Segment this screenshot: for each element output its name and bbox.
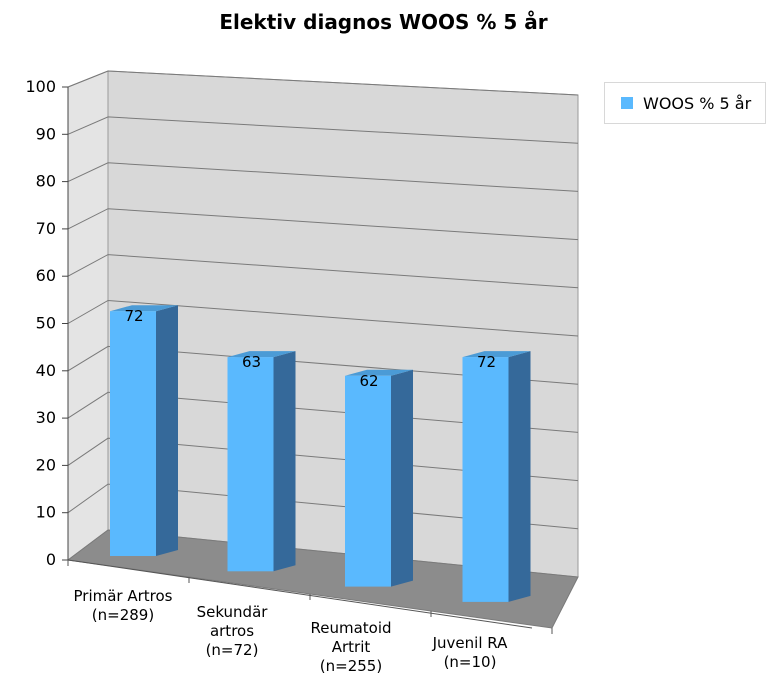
y-tick-label: 20 (36, 455, 56, 474)
x-tick-label: (n=72) (206, 641, 259, 659)
gridline (67, 437, 579, 482)
y-tick-label: 30 (36, 408, 56, 427)
bar-side (156, 305, 178, 556)
y-tick-label: 70 (36, 219, 56, 238)
bar-side (391, 369, 413, 587)
x-tick-label: Primär Artros (74, 587, 173, 605)
legend-label: WOOS % 5 år (643, 93, 752, 113)
bar-top (110, 305, 178, 312)
y-tick-label: 80 (36, 172, 56, 191)
data-label: 62 (359, 372, 378, 390)
floor (66, 529, 579, 629)
gridline (67, 391, 579, 433)
bar-front (462, 357, 509, 602)
gridline (67, 70, 579, 96)
y-tick-label: 100 (25, 77, 56, 96)
legend-swatch (621, 97, 633, 109)
y-tick-label: 60 (36, 266, 56, 285)
bar-side (508, 351, 531, 602)
side-wall (67, 70, 109, 561)
y-tick-label: 40 (36, 361, 56, 380)
gridline (67, 299, 579, 337)
x-tick-label: (n=10) (444, 653, 497, 671)
x-tick-label: (n=255) (320, 657, 382, 675)
bar-front (110, 311, 156, 556)
gridline (67, 345, 579, 385)
bar (227, 351, 296, 572)
bar-top (345, 369, 413, 376)
bar-front (227, 357, 274, 572)
y-tick-label: 90 (36, 124, 56, 143)
y-tick-label: 0 (46, 550, 56, 569)
gridline (67, 208, 579, 241)
bar (345, 369, 413, 587)
bar-top (462, 351, 531, 358)
gridline (67, 116, 579, 144)
y-tick-label: 50 (36, 314, 56, 333)
bar-front (345, 375, 391, 587)
gridline (67, 254, 579, 289)
x-axis (67, 559, 533, 629)
bar-top (227, 351, 296, 358)
chart-title: Elektiv diagnos WOOS % 5 år (219, 10, 548, 34)
x-tick-label: Reumatoid (310, 619, 391, 637)
data-label: 63 (242, 353, 261, 371)
x-tick-label: (n=289) (92, 606, 154, 624)
bar-side (273, 351, 296, 572)
data-label: 72 (477, 353, 496, 371)
gridline (67, 483, 579, 530)
y-tick-label: 10 (36, 503, 56, 522)
x-tick-label: artros (210, 622, 254, 640)
gridline (67, 162, 579, 192)
chart-legend: WOOS % 5 år (604, 82, 766, 124)
data-label: 72 (124, 307, 143, 325)
bar (110, 305, 178, 556)
bar (462, 351, 531, 602)
x-tick-label: Juvenil RA (432, 634, 508, 652)
x-tick-label: Sekundär (197, 603, 269, 621)
x-tick-label: Artrit (332, 638, 371, 656)
